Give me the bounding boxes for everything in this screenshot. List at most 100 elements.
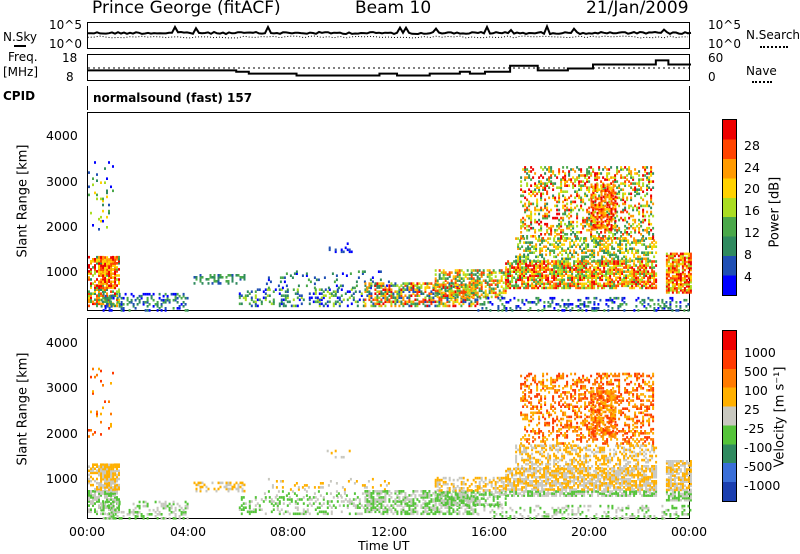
heatmap-cell <box>671 258 674 262</box>
heatmap-cell <box>272 290 275 293</box>
heatmap-cell <box>569 237 572 240</box>
heatmap-cell <box>326 512 329 516</box>
heatmap-cell <box>609 274 612 277</box>
heatmap-cell <box>294 506 297 509</box>
heatmap-cell <box>643 301 646 304</box>
heatmap-cell <box>601 272 604 275</box>
heatmap-cell <box>330 510 333 514</box>
heatmap-cell <box>592 200 595 204</box>
heatmap-cell <box>617 270 620 273</box>
heatmap-cell <box>180 506 183 510</box>
heatmap-cell <box>100 305 103 308</box>
heatmap-cell <box>476 293 479 297</box>
heatmap-cell <box>578 194 581 198</box>
heatmap-cell <box>671 256 674 260</box>
heatmap-cell <box>118 278 120 281</box>
heatmap-cell <box>617 245 620 248</box>
heatmap-cell <box>589 266 592 269</box>
heatmap-cell <box>154 510 157 514</box>
heatmap-cell <box>552 196 555 200</box>
heatmap-cell <box>616 186 619 189</box>
heatmap-cell <box>619 264 622 267</box>
heatmap-cell <box>626 178 629 181</box>
heatmap-cell <box>464 285 467 288</box>
heatmap-cell <box>525 255 528 259</box>
heatmap-cell <box>575 260 578 263</box>
heatmap-cell <box>96 260 98 263</box>
nsky-label: N.Sky <box>3 30 38 44</box>
heatmap-cell <box>648 222 651 226</box>
heatmap-cell <box>264 296 267 300</box>
heatmap-cell <box>639 257 642 261</box>
heatmap-cell <box>90 268 92 271</box>
heatmap-cell <box>675 276 678 280</box>
heatmap-cell <box>617 276 620 279</box>
heatmap-cell <box>534 231 537 234</box>
heatmap-cell <box>164 506 167 510</box>
heatmap-cell <box>657 303 660 306</box>
heatmap-cell <box>588 172 591 175</box>
heatmap-cell <box>408 294 411 297</box>
heatmap-cell <box>260 498 263 501</box>
heatmap-cell <box>286 498 289 501</box>
heatmap-cell <box>241 483 244 487</box>
heatmap-cell <box>553 239 556 242</box>
heatmap-cell <box>669 264 672 268</box>
heatmap-cell <box>92 300 94 304</box>
heatmap-cell <box>92 260 94 263</box>
heatmap-cell <box>318 506 321 509</box>
heatmap-cell <box>584 220 587 224</box>
heatmap-cell <box>142 517 145 520</box>
heatmap-cell <box>268 500 271 503</box>
heatmap-cell <box>361 272 364 275</box>
heatmap-cell <box>370 304 373 308</box>
heatmap-cell <box>116 268 118 271</box>
heatmap-cell <box>687 272 690 276</box>
heatmap-cell <box>609 262 612 265</box>
heatmap-cell <box>448 273 451 276</box>
heatmap-cell <box>344 498 347 501</box>
heatmap-cell <box>561 257 564 261</box>
heatmap-cell <box>98 504 100 507</box>
heatmap-cell <box>583 274 586 277</box>
heatmap-cell <box>498 281 501 284</box>
heatmap-cell <box>92 282 94 285</box>
heatmap-cell <box>579 278 582 282</box>
heatmap-cell <box>96 262 98 265</box>
heatmap-cell <box>88 185 90 189</box>
heatmap-cell <box>609 284 612 288</box>
heatmap-cell <box>116 290 118 293</box>
heatmap-cell <box>612 183 615 187</box>
heatmap-cell <box>436 300 439 304</box>
heatmap-cell <box>606 174 609 177</box>
heatmap-cell <box>414 288 417 291</box>
heatmap-cell <box>581 274 584 277</box>
heatmap-cell <box>638 180 641 183</box>
heatmap-cell <box>116 463 118 466</box>
heatmap-cell <box>90 475 92 479</box>
heatmap-cell <box>624 202 627 206</box>
heatmap-cell <box>567 282 570 286</box>
heatmap-cell <box>90 298 92 302</box>
heatmap-cell <box>528 204 531 208</box>
heatmap-cell <box>452 302 455 306</box>
heatmap-cell <box>470 271 473 274</box>
heatmap-cell <box>531 286 534 290</box>
heatmap-cell <box>98 492 101 495</box>
heatmap-cell <box>500 277 503 280</box>
heatmap-cell <box>456 289 459 293</box>
heatmap-cell <box>624 228 627 232</box>
heatmap-cell <box>625 245 628 248</box>
heatmap-cell <box>610 197 613 201</box>
heatmap-cell <box>184 303 187 306</box>
heatmap-cell <box>282 302 285 306</box>
heatmap-cell <box>626 220 629 224</box>
heatmap-cell <box>572 226 575 230</box>
heatmap-cell <box>456 271 459 274</box>
heatmap-cell <box>106 494 109 497</box>
heatmap-cell <box>537 272 540 275</box>
heatmap-cell <box>274 288 277 291</box>
heatmap-cell <box>182 301 185 304</box>
heatmap-cell <box>599 284 602 288</box>
heatmap-cell <box>263 492 266 495</box>
